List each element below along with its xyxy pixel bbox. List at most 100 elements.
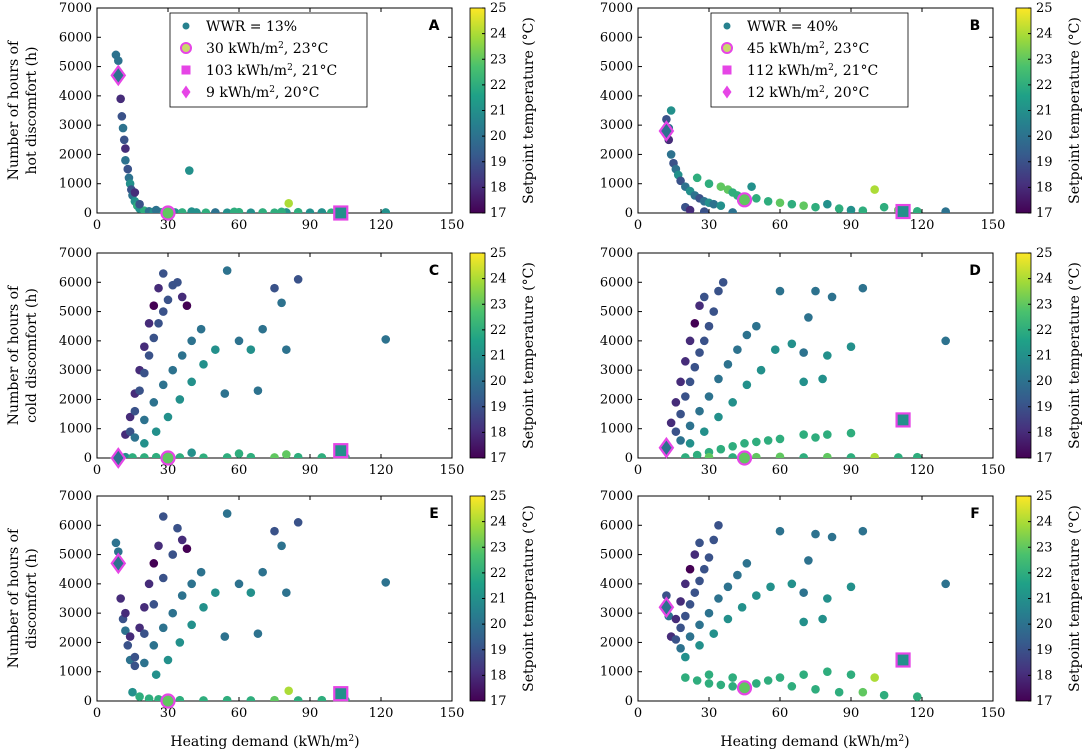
data-point: [199, 696, 208, 701]
data-point: [149, 333, 159, 343]
data-point: [149, 559, 159, 568]
x-tick-label: 0: [93, 218, 101, 233]
data-point: [671, 398, 681, 407]
data-point: [123, 641, 133, 650]
data-point: [695, 576, 704, 586]
colorbar-tick-label: 18: [1036, 180, 1053, 195]
x-tick-label: 0: [634, 463, 642, 478]
data-point: [804, 556, 813, 565]
x-tick-label: 60: [772, 706, 789, 721]
data-point: [714, 594, 723, 603]
data-point: [201, 208, 211, 213]
data-point: [811, 202, 820, 212]
data-point: [681, 392, 690, 401]
data-point: [222, 266, 232, 275]
colorbar-tick-label: 17: [1036, 206, 1053, 221]
data-point: [293, 207, 303, 213]
data-point: [723, 359, 733, 369]
data-point: [685, 439, 695, 448]
legend-entry: WWR = 13%: [206, 19, 297, 35]
colorbar-tick-label: 24: [490, 272, 507, 287]
highlight-circle-marker: [160, 693, 176, 709]
data-point: [222, 208, 232, 213]
data-point: [823, 430, 832, 439]
data-point: [666, 150, 676, 159]
legend-marker-square: [722, 65, 732, 75]
data-point: [175, 695, 185, 701]
data-point: [752, 591, 761, 600]
colorbar: 17 18 19 20 21 22 23 24 25 Setpoint temperature (…: [469, 1, 537, 221]
data-point: [728, 398, 737, 407]
data-point: [234, 336, 244, 346]
data-point: [246, 588, 256, 597]
panel-label: F: [970, 506, 980, 522]
data-point: [211, 345, 220, 354]
legend-entry: 30 kWh/m2, 23°C: [206, 41, 328, 57]
data-point: [151, 452, 161, 458]
data-point: [676, 597, 685, 606]
data-point: [692, 450, 702, 458]
y-tick-label: 4000: [59, 577, 92, 592]
panel-label: D: [969, 263, 981, 279]
x-tick-label: 60: [231, 706, 248, 721]
legend-marker-diamond: [722, 85, 732, 99]
data-point: [135, 692, 144, 701]
data-point: [823, 667, 832, 677]
y-tick-label: 7000: [600, 1, 633, 16]
colorbar-tick-label: 19: [1036, 155, 1053, 170]
data-point: [733, 345, 742, 354]
data-point: [704, 452, 714, 458]
data-point: [671, 614, 681, 624]
colorbar-tick-label: 23: [490, 52, 507, 67]
data-point: [144, 318, 154, 328]
colorbar-tick-label: 25: [1036, 1, 1053, 16]
data-point: [151, 670, 161, 679]
data-point: [149, 301, 159, 311]
data-point: [787, 339, 797, 349]
data-point: [258, 208, 267, 213]
colorbar-tick-label: 19: [1036, 643, 1053, 658]
data-point: [277, 298, 286, 308]
data-point: [196, 567, 206, 577]
x-tick-label: 120: [369, 706, 394, 721]
data-point: [270, 283, 279, 293]
colorbar-tick-label: 18: [490, 180, 507, 195]
data-point: [234, 579, 244, 589]
legend-entry: 12 kWh/m2, 20°C: [747, 85, 869, 101]
data-point: [709, 535, 719, 545]
x-tick-label: 0: [93, 706, 101, 721]
data-point: [140, 439, 149, 448]
data-point: [125, 412, 135, 422]
data-point: [163, 295, 173, 305]
data-point: [293, 275, 303, 284]
panel-label: A: [429, 18, 440, 34]
data-point: [158, 269, 168, 278]
data-point: [130, 433, 140, 442]
data-point: [282, 588, 291, 597]
data-point: [752, 452, 761, 458]
highlight-square-marker: [895, 203, 911, 220]
data-point: [163, 412, 173, 422]
colorbar-tick-label: 20: [490, 617, 507, 632]
y-tick-label: 4000: [59, 334, 92, 349]
data-point: [149, 398, 159, 407]
highlight-circle-marker: [736, 680, 753, 696]
x-tick-label: 90: [302, 706, 319, 721]
x-tick-label: 30: [701, 706, 718, 721]
colorbar-tick-label: 24: [1036, 27, 1053, 42]
colorbar-tick-label: 24: [490, 27, 507, 42]
highlight-circle-marker: [736, 450, 753, 466]
data-point: [775, 198, 785, 208]
data-point: [827, 292, 837, 302]
x-tick-label: 150: [981, 706, 1006, 721]
colorbar-tick-label: 22: [1036, 566, 1053, 581]
data-point: [811, 433, 820, 442]
data-point: [229, 207, 239, 213]
axes-box: [96, 495, 453, 702]
data-point: [846, 205, 856, 213]
data-point: [151, 205, 161, 213]
data-point: [799, 453, 808, 458]
highlight-circle-marker: [160, 205, 176, 221]
data-point: [716, 182, 726, 191]
x-tick-label: 150: [981, 463, 1006, 478]
